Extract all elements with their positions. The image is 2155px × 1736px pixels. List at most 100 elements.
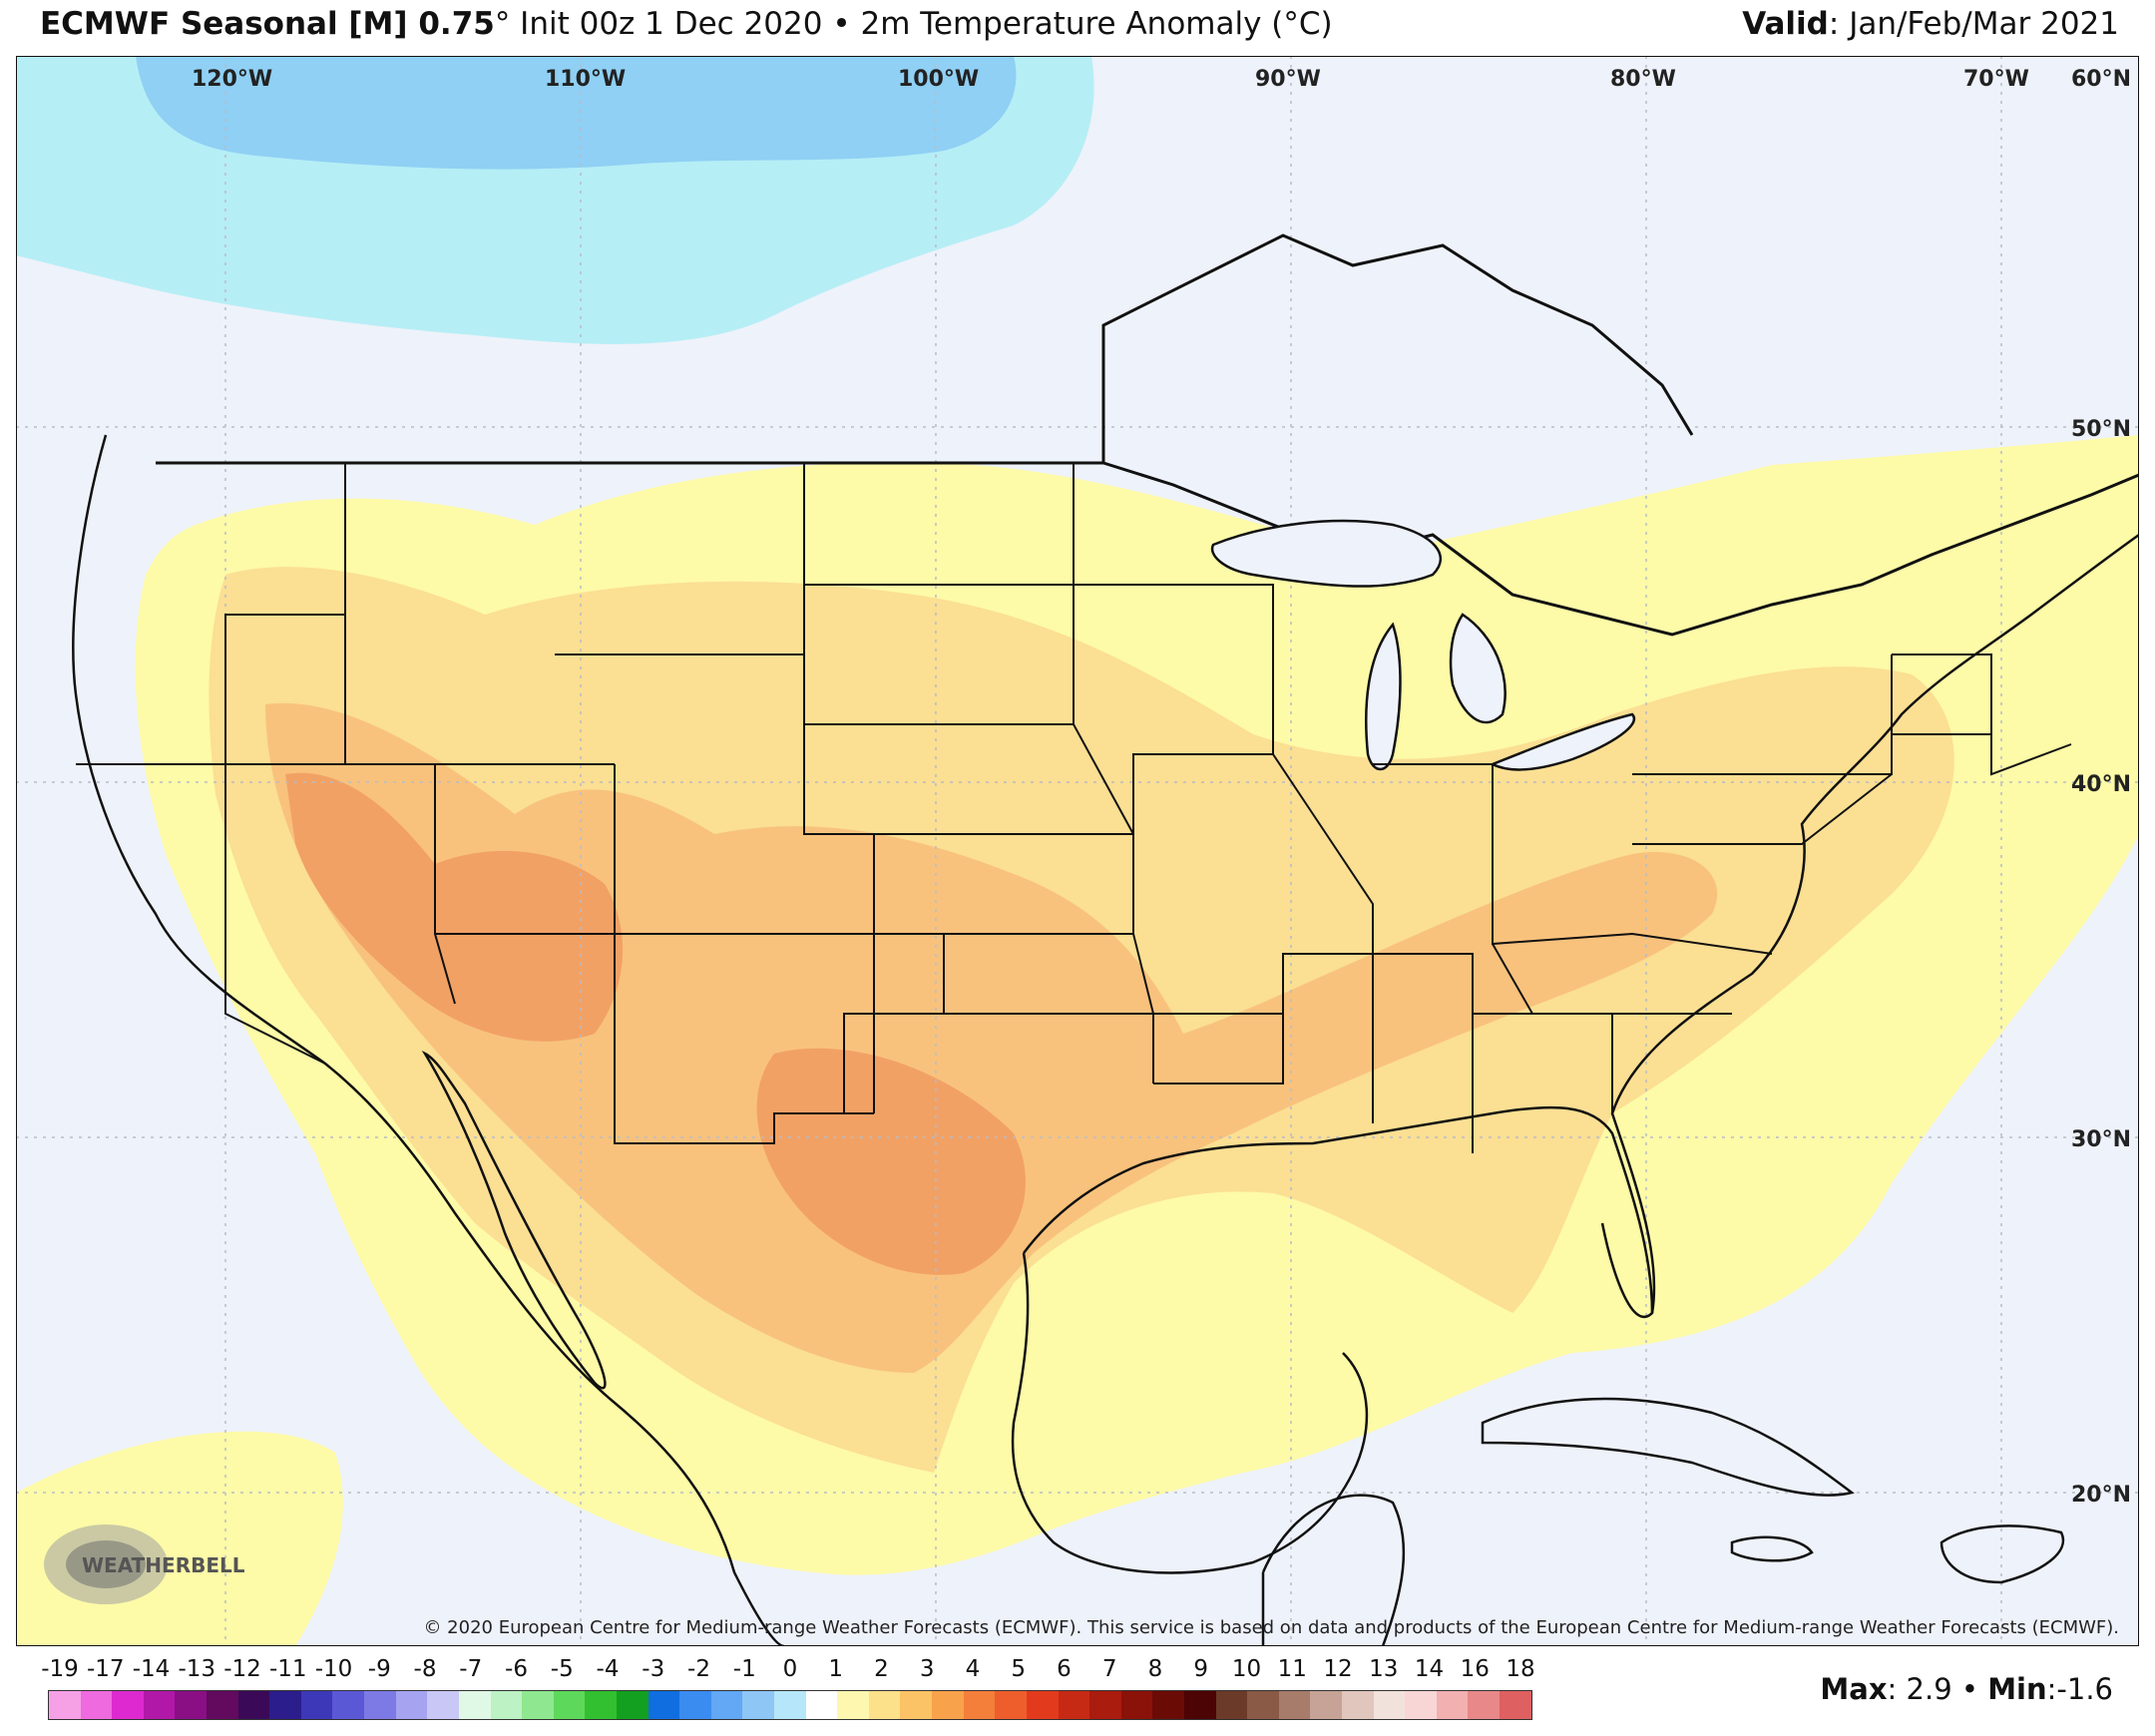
legend-swatch (805, 1691, 838, 1719)
legend-tick-label: -13 (178, 1656, 216, 1682)
legend-tick-label: 12 (1323, 1656, 1353, 1682)
legend-tick-label: 4 (965, 1656, 981, 1682)
legend-swatch (522, 1691, 554, 1719)
legend-swatch (837, 1691, 869, 1719)
legend-swatch (679, 1691, 711, 1719)
legend-tick-label: 13 (1369, 1656, 1399, 1682)
lake-huron (1449, 613, 1507, 724)
legend-swatch (1120, 1691, 1153, 1719)
legend-swatch (1215, 1691, 1248, 1719)
legend-swatch (963, 1691, 996, 1719)
legend-swatch (1183, 1691, 1216, 1719)
graticule (16, 56, 2139, 1646)
legend-tick-label: -14 (132, 1656, 171, 1682)
init-info: Init 00z 1 Dec 2020 • 2m Temperature Ano… (510, 6, 1333, 42)
color-scale-bar (48, 1690, 1532, 1720)
legend-tick-label: 18 (1506, 1656, 1535, 1682)
legend-swatch (175, 1691, 208, 1719)
legend-tick-label: 0 (782, 1656, 798, 1682)
legend-swatch (1089, 1691, 1121, 1719)
lat-label-40n: 40°N (2071, 772, 2131, 797)
legend-tick-label: -17 (86, 1656, 125, 1682)
max-value: : 2.9 (1887, 1672, 1952, 1706)
legend-swatch (1500, 1691, 1531, 1719)
stats-separator: • (1951, 1672, 1988, 1706)
legend-swatch (868, 1691, 901, 1719)
legend-swatch (1436, 1691, 1469, 1719)
legend-tick-label: -19 (41, 1656, 79, 1682)
legend-swatch (80, 1691, 113, 1719)
jamaica (1730, 1535, 1814, 1562)
legend-swatch (1405, 1691, 1437, 1719)
max-label: Max (1820, 1672, 1888, 1706)
copyright-notice: © 2020 European Centre for Medium-range … (423, 1617, 2119, 1638)
lat-label-30n: 30°N (2071, 1127, 2131, 1152)
east-coast (1610, 533, 2139, 1314)
legend-tick-label: -1 (732, 1656, 756, 1682)
cold-anomaly-core (136, 56, 1017, 170)
legend-swatch (585, 1691, 617, 1719)
legend-swatch (1026, 1691, 1059, 1719)
legend-swatch (1152, 1691, 1184, 1719)
temperature-anomaly-map: WEATHERBELL 120°W 110°W 100°W 90°W 80°W … (16, 56, 2139, 1646)
lon-label-120w: 120°W (192, 67, 272, 92)
legend-swatch (1468, 1691, 1501, 1719)
legend-swatch (427, 1691, 459, 1719)
legend-tick-label: 5 (1011, 1656, 1027, 1682)
legend-swatch (490, 1691, 523, 1719)
legend-tick-label: 9 (1193, 1656, 1209, 1682)
lon-label-70w: 70°W (1963, 67, 2029, 92)
lat-label-60n: 60°N (2071, 67, 2131, 92)
lon-label-80w: 80°W (1610, 67, 1676, 92)
legend-swatch (237, 1691, 270, 1719)
legend-swatch (269, 1691, 301, 1719)
legend-tick-label: 14 (1414, 1656, 1445, 1682)
model-name: ECMWF Seasonal [M] 0.75 (40, 6, 495, 42)
legend-tick-label: 6 (1057, 1656, 1072, 1682)
legend-labels: -19 -17 -14 -13 -12 -11 -10 -9 -8 -7 -6 -5 -4 -3 -2 -1 0… (41, 1656, 1544, 1690)
watermark-text: WEATHERBELL (82, 1553, 245, 1577)
weatherbell-logo: WEATHERBELL (44, 1524, 245, 1604)
legend-swatch (647, 1691, 680, 1719)
legend-tick-label: -5 (550, 1656, 574, 1682)
legend-tick-label: 7 (1101, 1656, 1117, 1682)
legend-swatch (458, 1691, 491, 1719)
legend-swatch (112, 1691, 144, 1719)
legend-swatch (364, 1691, 396, 1719)
warm-anomaly-zone-4-texas (756, 1048, 1026, 1275)
legend-swatch (1247, 1691, 1279, 1719)
legend-tick-label: 1 (828, 1656, 844, 1682)
legend-swatch (616, 1691, 648, 1719)
max-min-stats: Max: 2.9 • Min:-1.6 (1820, 1672, 2113, 1706)
warm-anomaly-zone-4 (285, 772, 624, 1042)
legend-swatch (742, 1691, 775, 1719)
legend-tick-label: -11 (268, 1656, 307, 1682)
legend-swatch (332, 1691, 365, 1719)
lake-erie (1489, 712, 1636, 771)
legend-tick-label: 11 (1277, 1656, 1307, 1682)
legend-swatch (300, 1691, 333, 1719)
west-coast (72, 434, 785, 1646)
legend-tick-label: 2 (874, 1656, 889, 1682)
lon-label-110w: 110°W (545, 67, 626, 92)
hispaniola (1940, 1524, 2065, 1584)
degree-mark: ° (494, 6, 511, 42)
valid-period: Valid: Jan/Feb/Mar 2021 (1742, 6, 2119, 42)
legend-swatch (395, 1691, 428, 1719)
legend-tick-label: -8 (413, 1656, 437, 1682)
min-value: :-1.6 (2046, 1672, 2113, 1706)
lake-superior (1210, 519, 1442, 588)
legend-tick-label: 8 (1147, 1656, 1163, 1682)
legend-tick-label: -6 (505, 1656, 528, 1682)
legend-tick-label: -2 (687, 1656, 710, 1682)
legend-swatch (1373, 1691, 1406, 1719)
legend-swatch (900, 1691, 933, 1719)
legend-tick-label: -10 (314, 1656, 353, 1682)
legend-swatch (553, 1691, 586, 1719)
baja-california (421, 1050, 607, 1390)
map-header: ECMWF Seasonal [M] 0.75° Init 00z 1 Dec … (0, 0, 2155, 56)
valid-value: : Jan/Feb/Mar 2021 (1828, 6, 2119, 42)
legend-swatch (143, 1691, 176, 1719)
cuba (1481, 1397, 1855, 1497)
lon-label-100w: 100°W (898, 67, 979, 92)
